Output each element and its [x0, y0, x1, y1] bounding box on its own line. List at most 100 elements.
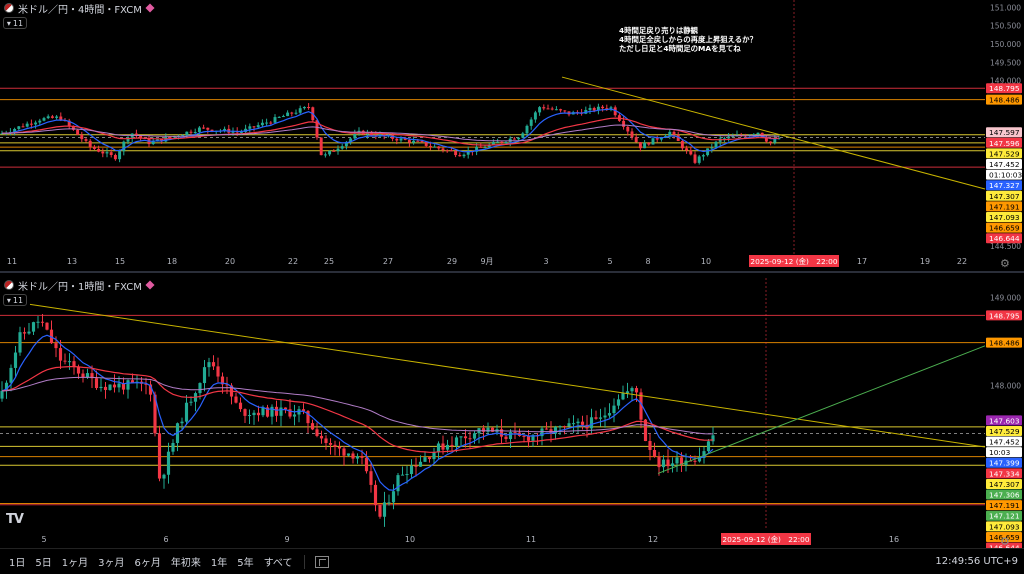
price-badge	[986, 148, 1022, 159]
date-range-icon[interactable]	[314, 555, 329, 568]
candle-body	[34, 122, 38, 125]
candle-body	[337, 446, 342, 449]
timeframe-button[interactable]: 5年	[237, 558, 254, 569]
price-badge-label: 01:10:03	[989, 171, 1022, 180]
candle-body	[400, 474, 405, 476]
candle-body	[84, 139, 88, 141]
candle-body	[630, 131, 634, 138]
candle-body	[504, 141, 508, 143]
candle-body	[18, 332, 22, 353]
candle-body	[416, 140, 420, 142]
candle-body	[46, 116, 50, 119]
time-axis-label: 3	[543, 257, 548, 266]
support-trendline	[657, 345, 986, 474]
chevron-down-icon: ▾	[6, 295, 11, 305]
candle-body	[487, 144, 491, 148]
crosshair-date-label: 2025-09-12 (金) 22:00	[750, 257, 837, 266]
candle-body	[714, 141, 718, 148]
candle-body	[333, 444, 337, 447]
candle-body	[103, 386, 108, 390]
time-axis-label: 6	[163, 535, 168, 544]
candle-body	[315, 429, 319, 436]
candle-body	[395, 138, 399, 141]
timeframe-button[interactable]: すべて	[263, 558, 293, 569]
time-axis-label: 25	[324, 257, 334, 266]
candle-body	[659, 137, 663, 140]
candle-body	[427, 457, 432, 460]
timeframe-button[interactable]: 3ヶ月	[98, 558, 125, 569]
price-badge-label: 147.093	[989, 522, 1020, 531]
candle-body	[223, 128, 227, 131]
price-badge	[986, 201, 1022, 212]
candle-body	[239, 131, 243, 133]
timeframe-button[interactable]: 1日	[9, 558, 26, 569]
candle-body	[290, 112, 294, 114]
candle-body	[621, 393, 625, 400]
candle-body	[298, 108, 302, 113]
candle-body	[336, 148, 340, 152]
candle-body	[21, 126, 25, 128]
time-axis-label: 10	[701, 257, 711, 266]
ema-short-line	[1, 108, 780, 153]
candle-body	[454, 437, 459, 446]
candle-body	[424, 141, 428, 146]
price-badge-label: 147.399	[989, 459, 1020, 468]
candle-body	[353, 133, 357, 139]
candle-body	[508, 138, 512, 142]
candle-body	[373, 484, 378, 506]
time-axis-label: 9	[284, 535, 289, 544]
timeframe-button[interactable]: 5日	[35, 558, 52, 569]
candle-body	[500, 141, 504, 143]
candle-body	[76, 129, 80, 135]
price-badge	[986, 310, 1022, 321]
timeframe-button[interactable]: 1ヶ月	[61, 558, 89, 569]
symbol-header-4h[interactable]: 米ドル／円・4時間・FXCM	[4, 1, 155, 16]
candle-body	[181, 135, 185, 137]
candle-body	[288, 409, 292, 417]
candle-body	[607, 413, 612, 416]
price-badge	[986, 415, 1022, 426]
candle-body	[76, 366, 81, 374]
gear-icon[interactable]: ⚙	[1000, 535, 1010, 548]
price-badge	[986, 127, 1022, 138]
candle-body	[764, 137, 768, 142]
price-badge	[986, 489, 1022, 500]
gear-icon[interactable]: ⚙	[1000, 257, 1010, 270]
candle-body	[202, 367, 207, 384]
chart-canvas[interactable]: 151.000150.500150.000149.500149.000145.0…	[0, 0, 1024, 553]
candle-body	[466, 150, 470, 155]
timeframe-button[interactable]: 年初来	[170, 558, 201, 569]
price-badge-label: 147.306	[989, 491, 1020, 500]
candle-body	[378, 505, 382, 517]
candle-body	[693, 460, 697, 462]
trendline	[29, 303, 986, 448]
symbol-header-1h[interactable]: 米ドル／円・1時間・FXCM	[4, 278, 155, 293]
candle-body	[248, 126, 252, 129]
indicator-toggle[interactable]: ▾ 11	[3, 17, 27, 29]
time-axis-label: 22	[288, 257, 298, 266]
candle-body	[449, 150, 453, 152]
indicator-toggle[interactable]: ▾ 11	[3, 294, 27, 306]
chart-note[interactable]: 4時間足戻り売りは静観 4時間足全戻しからの再度上昇狙えるか？ ただし日足と4時…	[617, 25, 759, 54]
timeframe-button[interactable]: 1年	[210, 558, 228, 569]
candle-body	[622, 120, 626, 127]
price-badge-label: 146.659	[989, 224, 1020, 233]
candle-body	[475, 146, 479, 152]
candle-body	[391, 135, 395, 139]
chevron-down-icon: ▾	[6, 18, 11, 28]
price-badge-label: 147.191	[989, 202, 1020, 211]
candle-body	[185, 131, 189, 136]
candle-body	[25, 123, 29, 127]
tradingview-logo[interactable]: TV	[6, 512, 24, 527]
candle-body	[553, 427, 558, 434]
ema-mid-line	[1, 366, 714, 453]
price-badge	[986, 180, 1022, 191]
candle-body	[479, 146, 483, 148]
timeframe-button[interactable]: 6ヶ月	[134, 558, 161, 569]
price-badge	[986, 158, 1022, 169]
clock[interactable]: 12:49:56 UTC+9	[935, 556, 1018, 567]
candle-body	[701, 155, 705, 157]
candle-body	[626, 126, 630, 132]
candle-body	[630, 388, 634, 392]
